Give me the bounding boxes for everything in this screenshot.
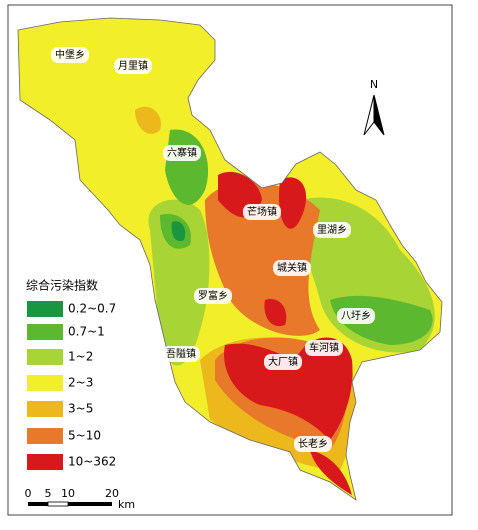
- legend-label: 0.2~0.7: [68, 302, 116, 316]
- scale-tick: 0: [25, 487, 32, 500]
- place-bg: [294, 436, 332, 452]
- place-bg: [163, 145, 201, 161]
- scale-seg: [47, 501, 69, 507]
- legend-label: 5~10: [68, 429, 101, 443]
- legend-swatch: [27, 324, 63, 340]
- legend-title: 综合污染指数: [26, 278, 98, 293]
- legend-label: 3~5: [68, 402, 93, 416]
- place-label: 大厂镇: [268, 355, 298, 368]
- place-bg: [51, 47, 89, 63]
- scale-seg: [68, 502, 112, 506]
- region: [310, 450, 352, 495]
- frame: [7, 4, 453, 516]
- place-bg: [337, 308, 375, 324]
- north-arrow: N: [363, 78, 385, 136]
- legend-swatch: [27, 428, 63, 444]
- place-bg: [162, 346, 200, 362]
- region: [148, 199, 210, 366]
- place-bg: [313, 222, 351, 238]
- scale-tick: 20: [105, 487, 119, 500]
- north-label: N: [370, 78, 378, 91]
- region: [171, 221, 186, 242]
- scale-seg: [28, 502, 48, 506]
- place-label: 八圩乡: [341, 309, 371, 322]
- place-label: 车河镇: [309, 341, 339, 354]
- place-label: 里湖乡: [317, 224, 347, 236]
- legend-label: 0.7~1: [68, 325, 105, 339]
- scale-unit: km: [118, 498, 135, 511]
- region: [279, 177, 307, 229]
- place-label: 芒场镇: [247, 205, 277, 218]
- place-bg: [114, 58, 152, 74]
- place-label: 长老乡: [298, 437, 328, 450]
- place-label: 月里镇: [118, 59, 148, 72]
- place-bg: [264, 354, 302, 370]
- place-label: 城关镇: [277, 261, 307, 274]
- region: [135, 106, 161, 134]
- legend-label: 2~3: [68, 376, 93, 390]
- legend: 0.2~0.7 0.7~1 1~2 2~3 3~5 5~10 10~362: [27, 301, 116, 470]
- legend-swatch: [27, 454, 63, 470]
- scale-bar: [28, 501, 112, 507]
- legend-swatch: [27, 349, 63, 365]
- legend-swatch: [27, 401, 63, 417]
- scale-tick: 10: [61, 487, 75, 500]
- legend-label: 1~2: [68, 350, 93, 364]
- scale-tick: 5: [45, 487, 52, 500]
- boundary: [17, 17, 443, 501]
- place-label: 吾隘镇: [166, 347, 196, 360]
- arrow-left: [363, 94, 375, 136]
- legend-swatch: [27, 301, 63, 317]
- place-label: 罗富乡: [198, 289, 228, 302]
- place-bg: [273, 260, 311, 276]
- legend-swatch: [27, 375, 63, 391]
- place-label: 中堡乡: [55, 48, 85, 61]
- place-bg: [305, 340, 343, 356]
- region: [264, 299, 287, 327]
- legend-label: 10~362: [68, 455, 116, 469]
- region: [224, 337, 353, 440]
- place-label: 六寨镇: [167, 146, 197, 159]
- arrow-right: [373, 94, 385, 136]
- place-bg: [243, 204, 281, 220]
- place-bg: [194, 288, 232, 304]
